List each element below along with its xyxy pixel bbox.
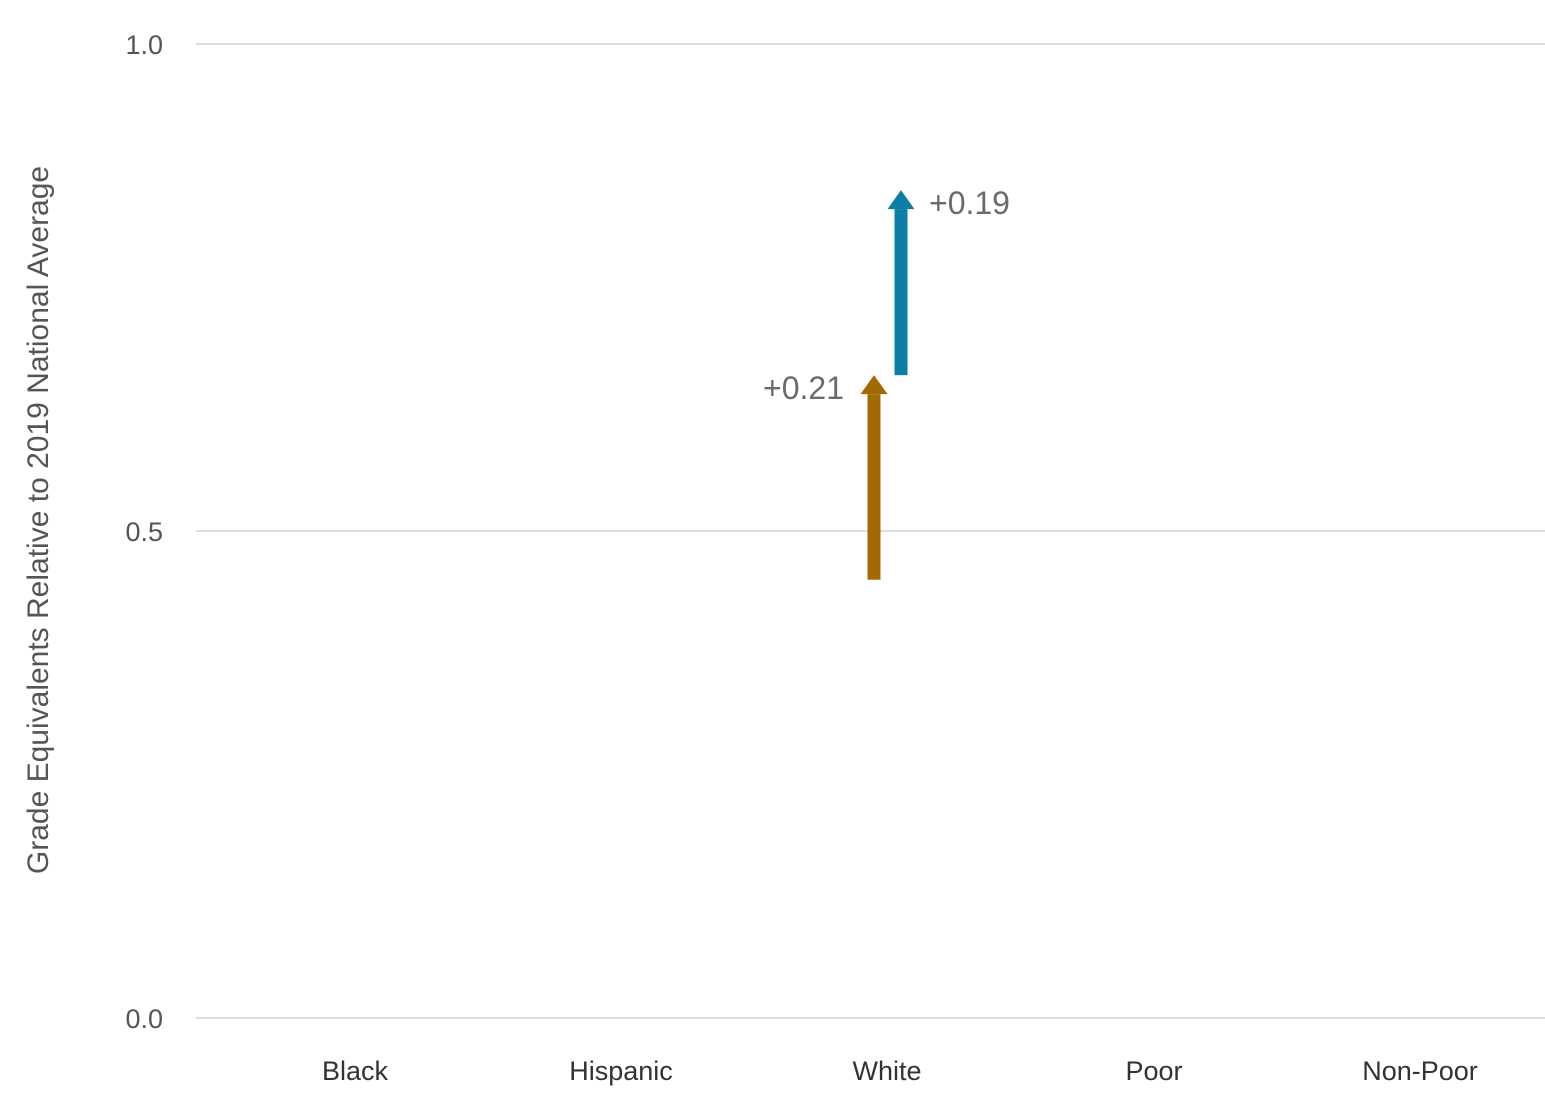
arrow-head — [860, 375, 888, 395]
y-tick-label: 0.0 — [125, 1004, 163, 1034]
y-tick-label: 1.0 — [125, 30, 163, 60]
arrow-data-label: +0.21 — [763, 370, 844, 406]
y-axis-title: Grade Equivalents Relative to 2019 Natio… — [22, 166, 55, 874]
arrow-head — [887, 190, 915, 210]
x-category-label: Black — [322, 1056, 389, 1086]
x-category-layer: Black Hispanic White Poor Non-Poor — [322, 1056, 1478, 1086]
x-category-label: Poor — [1125, 1056, 1182, 1086]
arrow-layer — [860, 190, 915, 580]
arrow-shaft — [894, 209, 908, 376]
data-label-layer: +0.21 +0.19 — [763, 185, 1010, 406]
arrow-shaft — [867, 394, 881, 580]
arrow-data-label: +0.19 — [929, 185, 1010, 221]
x-category-label: Non-Poor — [1362, 1056, 1478, 1086]
y-tick-layer: 0.0 0.5 1.0 — [125, 30, 163, 1034]
x-category-label: Hispanic — [569, 1056, 673, 1086]
y-tick-label: 0.5 — [125, 517, 163, 547]
x-category-label: White — [852, 1056, 921, 1086]
